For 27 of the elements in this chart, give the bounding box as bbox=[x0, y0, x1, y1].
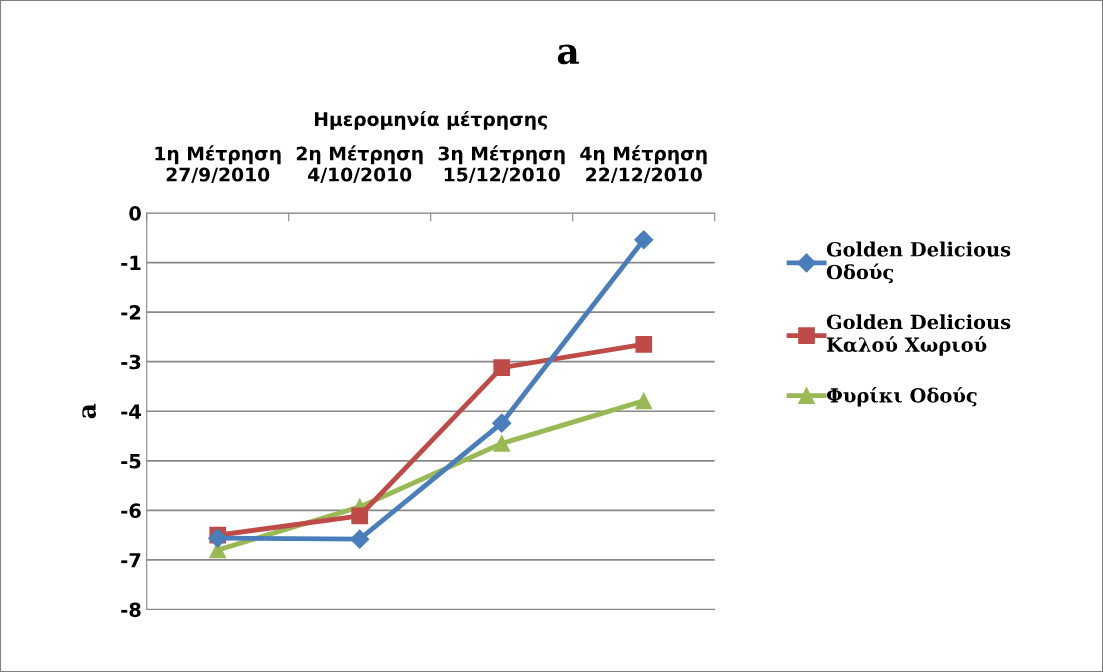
legend-label: Golden Delicious Καλού Χωριού bbox=[826, 314, 1011, 356]
point bbox=[635, 392, 653, 410]
point bbox=[634, 230, 654, 250]
y-tick-label: -4 bbox=[121, 404, 141, 419]
point bbox=[351, 507, 369, 525]
chart-title: a bbox=[557, 44, 579, 65]
point bbox=[635, 336, 653, 353]
y-tick-label: -3 bbox=[121, 354, 141, 370]
x-tick-label: 2η Μέτρηση 4/10/2010 bbox=[296, 145, 423, 184]
y-tick-label: 0 bbox=[129, 205, 141, 221]
x-tick-label: 4η Μέτρηση 22/12/2010 bbox=[580, 145, 707, 184]
legend-label: Golden Delicious Οδούς bbox=[826, 241, 1011, 284]
y-tick-label: -6 bbox=[121, 503, 141, 519]
point bbox=[493, 435, 511, 452]
point bbox=[492, 413, 512, 433]
x-tick-label: 1η Μέτρηση 27/9/2010 bbox=[155, 145, 281, 184]
x-tick-label: 3η Μέτρηση 15/12/2010 bbox=[438, 145, 565, 184]
legend-label: Φυρίκι Οδούς bbox=[826, 386, 977, 407]
point bbox=[350, 529, 370, 549]
y-tick-label: -7 bbox=[121, 553, 141, 568]
y-axis-title: a bbox=[82, 403, 96, 419]
y-tick-label: -5 bbox=[121, 454, 141, 469]
y-tick-label: -8 bbox=[121, 602, 141, 618]
x-axis-title: Ημερομηνία μέτρησης bbox=[315, 110, 547, 130]
y-tick-label: -1 bbox=[121, 255, 141, 270]
y-tick-label: -2 bbox=[121, 305, 141, 320]
point bbox=[493, 359, 511, 376]
